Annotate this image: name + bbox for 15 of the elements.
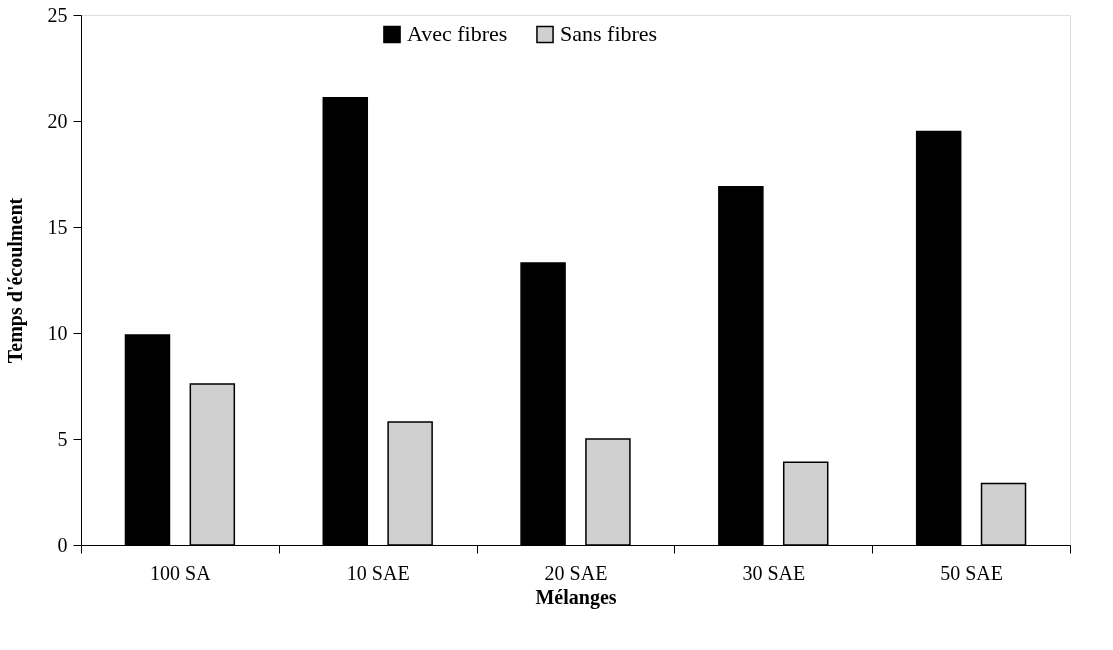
x-tick-label: 100 SA <box>150 561 212 584</box>
y-tick-label: 20 <box>47 109 68 132</box>
y-tick-label: 5 <box>57 427 68 450</box>
y-tick-label: 10 <box>47 321 68 344</box>
x-tick-label: 20 SAE <box>544 561 608 584</box>
legend-label: Sans fibres <box>560 21 658 47</box>
x-tick-label: 30 SAE <box>742 561 806 584</box>
y-tick-label: 15 <box>47 215 68 238</box>
legend-label: Avec fibres <box>407 21 508 47</box>
x-axis-title: Mélanges <box>535 585 617 609</box>
x-tick-label: 10 SAE <box>346 561 410 584</box>
x-tick-label: 50 SAE <box>940 561 1003 584</box>
y-tick-label: 25 <box>47 3 68 26</box>
y-tick-label: 0 <box>57 533 68 556</box>
y-axis-title: Temps d'écoulment <box>3 197 27 364</box>
